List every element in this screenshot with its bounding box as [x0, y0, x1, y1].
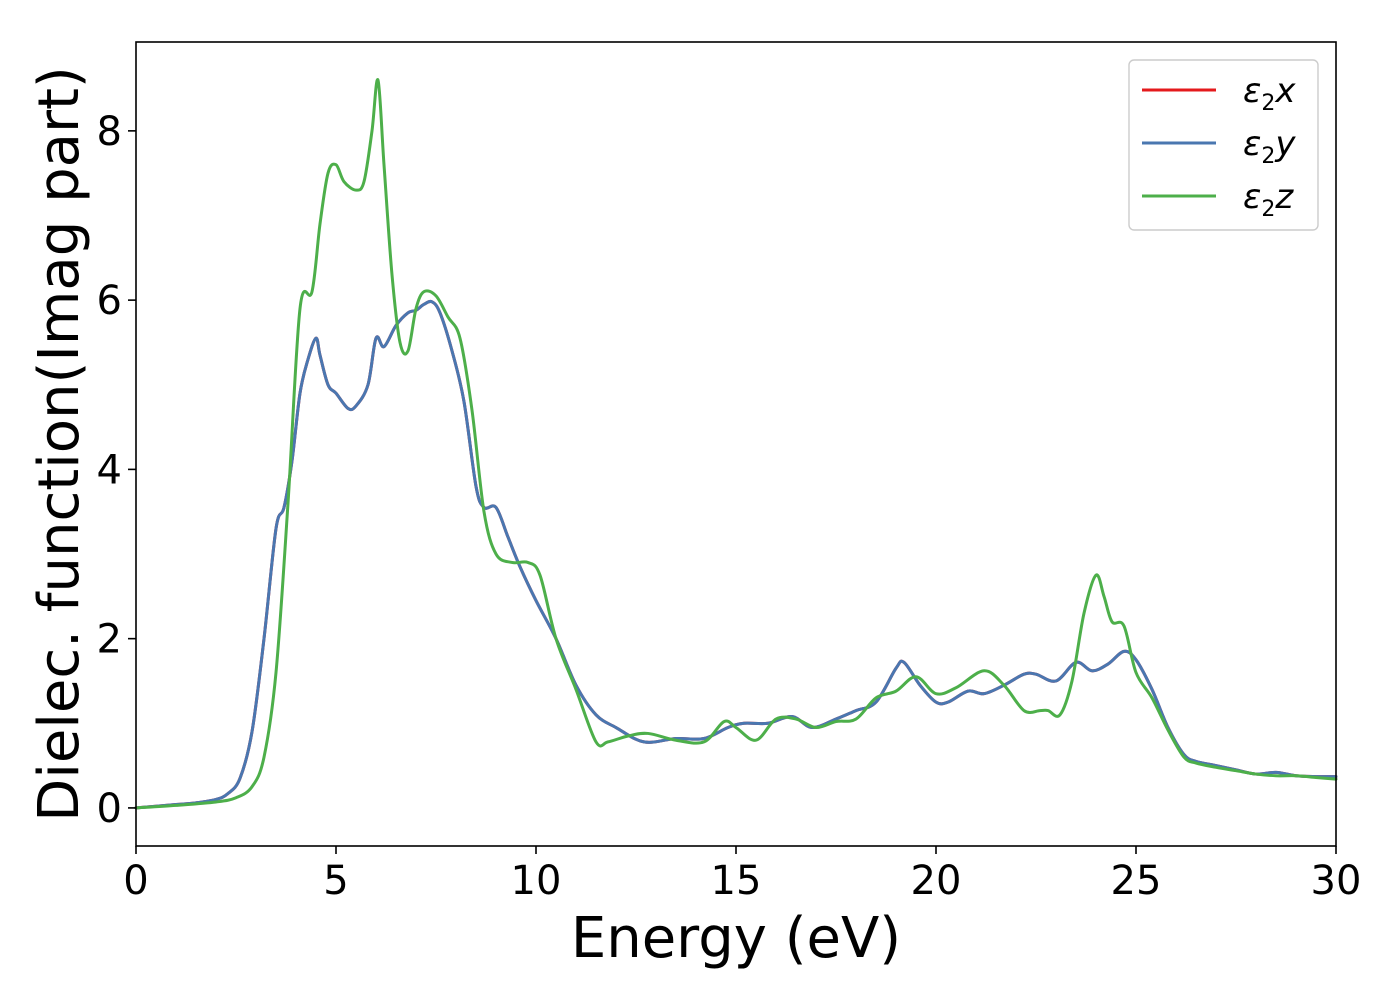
x-tick-label: 5 — [323, 858, 348, 904]
x-tick-label: 10 — [511, 858, 562, 904]
x-tick-label: 0 — [123, 858, 148, 904]
ticks-layer: 0 5 10 15 20 25 30 0 2 4 6 8 — [97, 109, 1362, 904]
y-tick-label: 4 — [97, 447, 122, 493]
y-tick-label: 0 — [97, 786, 122, 832]
series-line-3 — [134, 78, 1338, 810]
y-tick-label: 8 — [97, 109, 122, 155]
plot-frame — [135, 41, 1337, 847]
legend-label-3: ε2z — [1243, 177, 1294, 222]
legend-label-2: ε2y — [1243, 124, 1296, 169]
series-line-2 — [134, 299, 1338, 810]
x-tick-label: 20 — [911, 858, 962, 904]
x-tick-label: 25 — [1111, 858, 1162, 904]
series-layer — [134, 78, 1338, 810]
x-tick-label: 30 — [1311, 858, 1362, 904]
y-tick-label: 2 — [97, 617, 122, 663]
legend-frame — [1128, 59, 1319, 231]
legend-label-1: ε2x — [1243, 71, 1296, 116]
y-axis-title: Dielec. function(Imag part) — [27, 66, 92, 822]
x-axis-title: Energy (eV) — [571, 906, 901, 971]
legend: ε2x ε2y ε2z — [1128, 59, 1319, 231]
y-tick-label: 6 — [97, 278, 122, 324]
x-tick-label: 15 — [711, 858, 762, 904]
